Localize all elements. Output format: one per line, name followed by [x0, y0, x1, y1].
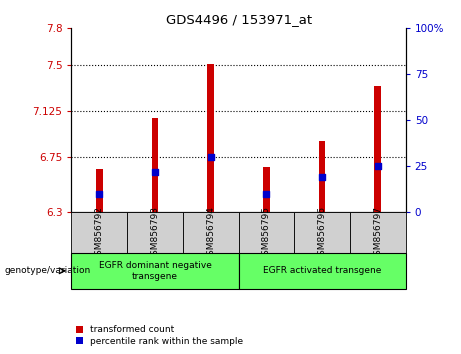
Bar — [238, 212, 294, 253]
Bar — [207, 64, 214, 212]
Point — [263, 191, 270, 197]
Point — [95, 191, 103, 197]
Bar — [374, 86, 381, 212]
Text: GSM856793: GSM856793 — [150, 206, 160, 261]
Text: GSM856794: GSM856794 — [206, 206, 215, 261]
Title: GDS4496 / 153971_at: GDS4496 / 153971_at — [165, 13, 312, 26]
Text: GSM856792: GSM856792 — [95, 206, 104, 261]
Point — [207, 154, 214, 160]
Bar — [71, 253, 239, 289]
Point — [319, 175, 326, 180]
Point — [374, 164, 382, 169]
Bar — [127, 212, 183, 253]
Bar — [263, 167, 270, 212]
Legend: transformed count, percentile rank within the sample: transformed count, percentile rank withi… — [76, 325, 243, 346]
Text: genotype/variation: genotype/variation — [5, 266, 91, 275]
Text: GSM856796: GSM856796 — [318, 206, 327, 261]
Text: EGFR dominant negative
transgene: EGFR dominant negative transgene — [99, 261, 212, 280]
Bar — [238, 253, 406, 289]
Bar — [71, 212, 127, 253]
Bar — [183, 212, 238, 253]
Point — [151, 169, 159, 175]
Text: GSM856797: GSM856797 — [373, 206, 382, 261]
Text: GSM856795: GSM856795 — [262, 206, 271, 261]
Text: EGFR activated transgene: EGFR activated transgene — [263, 266, 381, 275]
Bar — [152, 118, 159, 212]
Bar — [294, 212, 350, 253]
Bar — [350, 212, 406, 253]
Bar — [96, 170, 103, 212]
Bar — [319, 141, 325, 212]
